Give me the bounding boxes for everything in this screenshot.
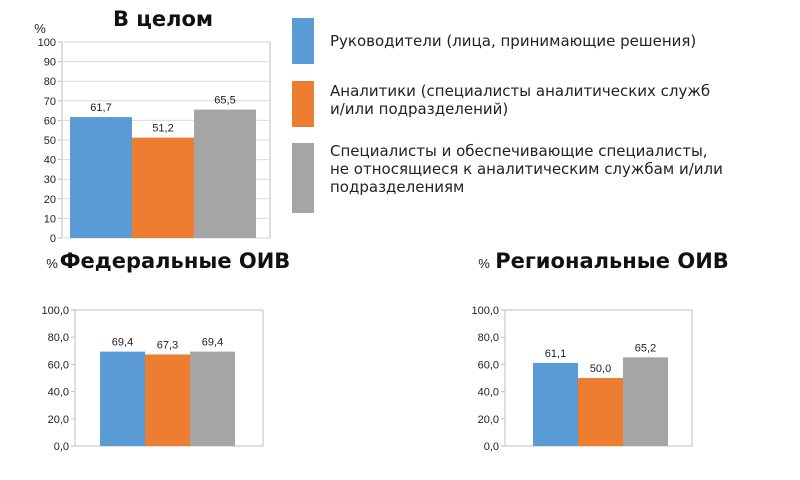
y-tick-label: 70 bbox=[44, 96, 56, 108]
legend-item: Руководители (лица, принимающие решения) bbox=[292, 18, 696, 64]
legend-swatch bbox=[292, 143, 314, 213]
bar bbox=[145, 354, 190, 446]
y-tick-label: 30 bbox=[44, 174, 56, 186]
chart-1: 0 10 20 30 40 50 60 70 80 90 100 61,7 51,2 65,5 В цело… bbox=[34, 7, 271, 245]
legend-label: Аналитики (специалисты аналитических слу… bbox=[330, 82, 710, 118]
legend-swatch bbox=[292, 81, 314, 127]
legend-item: Специалисты и обеспечивающие специалисты… bbox=[292, 142, 723, 213]
y-unit-label: % bbox=[46, 256, 58, 271]
bar bbox=[578, 378, 623, 446]
y-tick-label: 0,0 bbox=[54, 441, 69, 453]
y-unit-label: % bbox=[34, 21, 46, 36]
legend-label: Специалисты и обеспечивающие специалисты… bbox=[330, 142, 723, 196]
chart-title: Федеральные ОИВ bbox=[60, 249, 291, 273]
data-label: 65,5 bbox=[214, 95, 235, 107]
data-label: 65,2 bbox=[635, 342, 656, 354]
bar bbox=[533, 362, 578, 446]
y-tick-label: 0,0 bbox=[484, 441, 499, 453]
data-label: 61,7 bbox=[90, 102, 111, 114]
chart-2: 0,0 20,0 40,0 60,0 80,0 100,0 69,4 67,3 69,4 Феде… bbox=[41, 249, 290, 453]
y-tick-label: 100,0 bbox=[471, 305, 499, 317]
data-label: 51,2 bbox=[152, 123, 173, 135]
y-tick-label: 90 bbox=[44, 57, 56, 69]
legend: Руководители (лица, принимающие решения)… bbox=[292, 18, 723, 213]
y-tick-label: 60 bbox=[44, 115, 56, 127]
y-unit-label: % bbox=[478, 256, 490, 271]
data-label: 69,4 bbox=[112, 337, 133, 349]
bar bbox=[190, 351, 235, 446]
bar bbox=[100, 351, 145, 446]
bar bbox=[623, 357, 668, 446]
y-tick-label: 100 bbox=[38, 37, 56, 49]
data-label: 67,3 bbox=[157, 339, 178, 351]
data-label: 69,4 bbox=[202, 337, 223, 349]
y-tick-label: 60,0 bbox=[478, 359, 499, 371]
data-label: 61,1 bbox=[545, 348, 566, 360]
y-tick-label: 80,0 bbox=[478, 332, 499, 344]
y-tick-label: 40,0 bbox=[48, 387, 69, 399]
data-label: 50,0 bbox=[590, 363, 611, 375]
y-tick-label: 20,0 bbox=[48, 414, 69, 426]
bar bbox=[132, 137, 194, 238]
y-tick-label: 50 bbox=[44, 135, 56, 147]
y-tick-label: 100,0 bbox=[41, 305, 69, 317]
y-tick-label: 80,0 bbox=[48, 332, 69, 344]
bar bbox=[70, 117, 132, 238]
legend-item: Аналитики (специалисты аналитических слу… bbox=[292, 81, 710, 127]
y-tick-label: 80 bbox=[44, 76, 56, 88]
y-tick-label: 40,0 bbox=[478, 387, 499, 399]
y-tick-label: 40 bbox=[44, 155, 56, 167]
y-tick-label: 0 bbox=[50, 233, 56, 245]
legend-swatch bbox=[292, 18, 314, 64]
bar bbox=[194, 109, 256, 239]
chart-title: Региональные ОИВ bbox=[495, 249, 729, 273]
y-tick-label: 60,0 bbox=[48, 359, 69, 371]
chart-3: 0,0 20,0 40,0 60,0 80,0 100,0 61,1 50,0 65,2 Реги… bbox=[471, 249, 728, 453]
chart-title: В целом bbox=[113, 7, 213, 31]
legend-label: Руководители (лица, принимающие решения) bbox=[330, 32, 696, 50]
y-tick-label: 20 bbox=[44, 194, 56, 206]
y-tick-label: 10 bbox=[44, 213, 56, 225]
y-tick-label: 20,0 bbox=[478, 414, 499, 426]
